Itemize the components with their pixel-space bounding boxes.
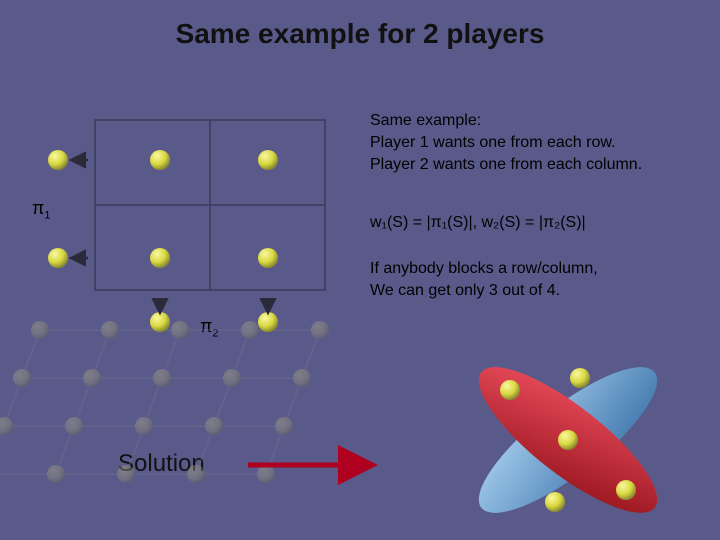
diagram-svg xyxy=(0,0,720,540)
